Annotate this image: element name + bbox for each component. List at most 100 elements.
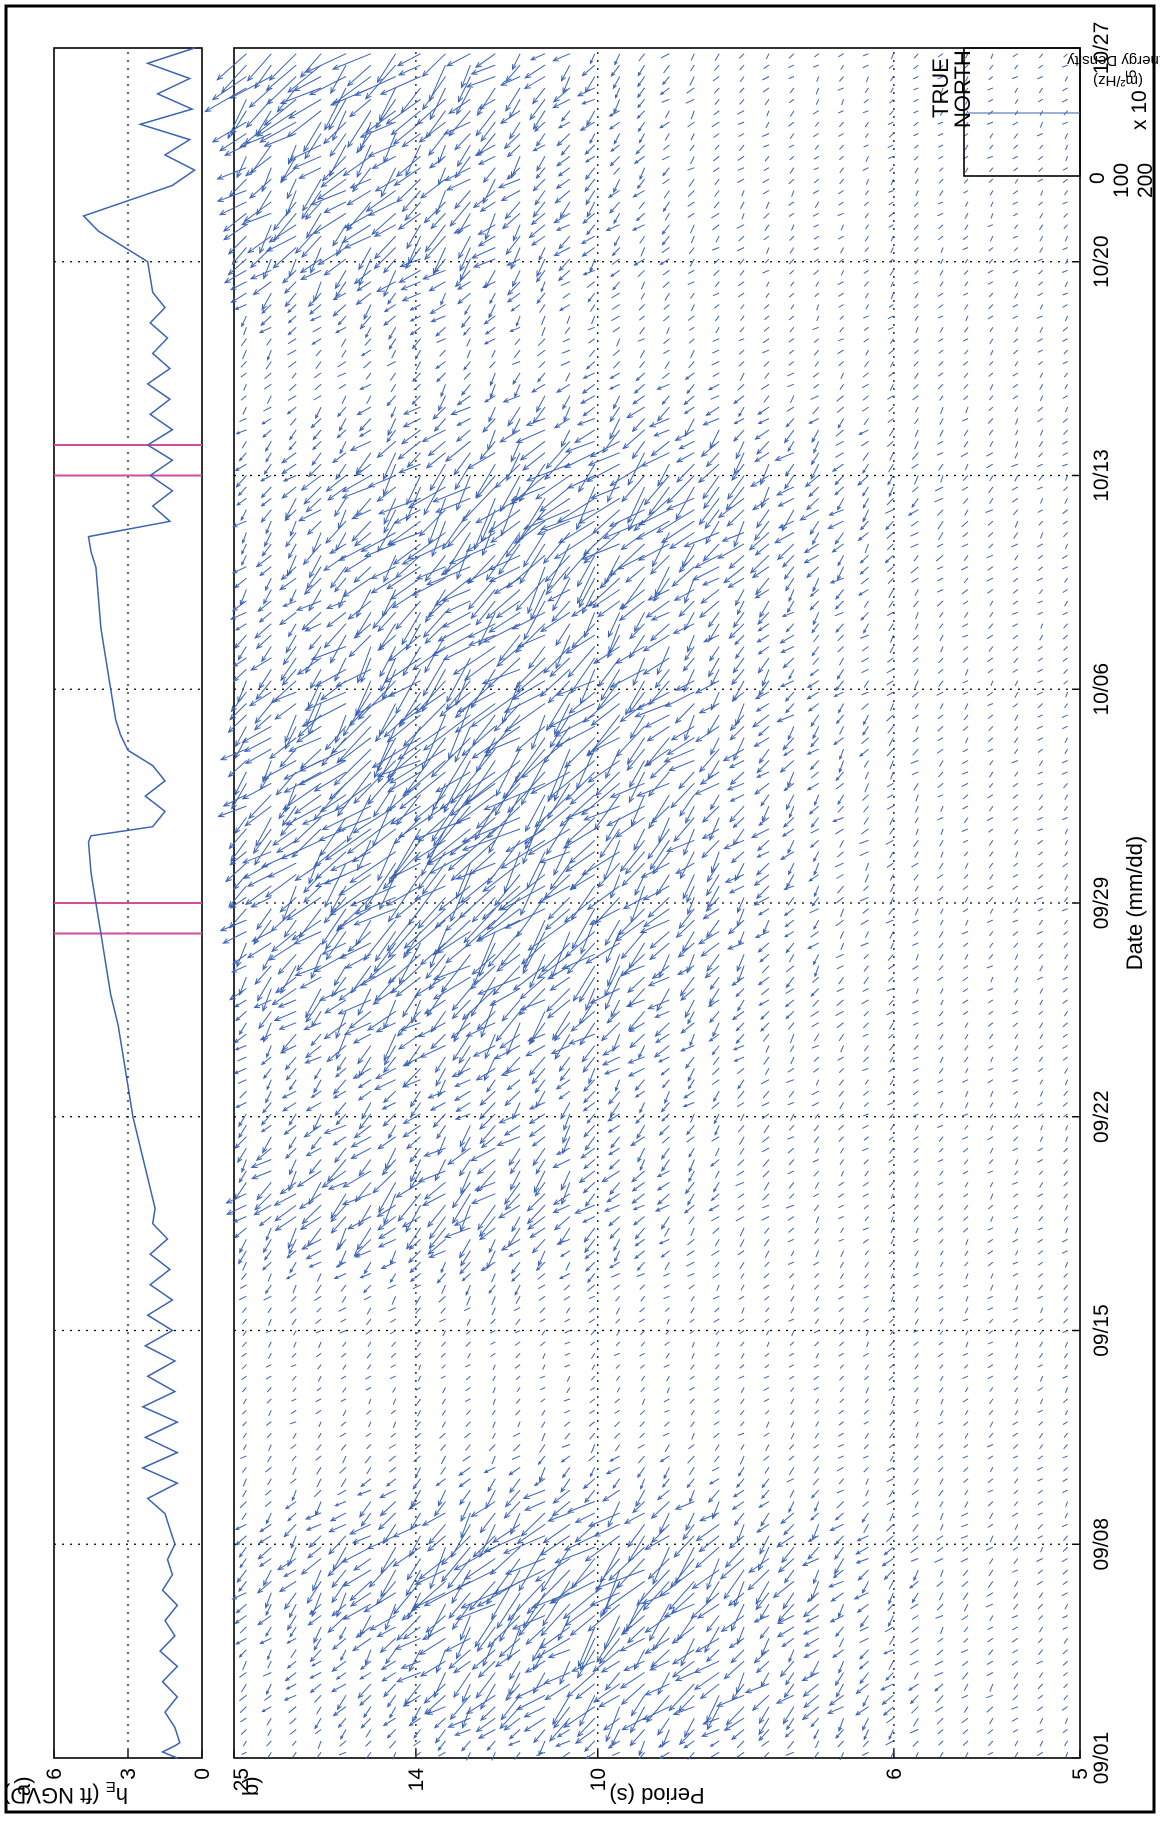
wave-energy-arrow	[282, 487, 296, 498]
wave-energy-arrow	[248, 54, 272, 81]
wave-energy-arrow	[281, 1182, 297, 1194]
wave-energy-arrow	[514, 350, 520, 358]
wave-energy-arrowhead	[434, 994, 440, 999]
wave-energy-arrow	[367, 1445, 371, 1449]
wave-energy-arrow	[283, 1103, 296, 1111]
wave-energy-arrow	[489, 1239, 495, 1252]
wave-energy-arrow	[609, 1091, 620, 1104]
wave-energy-arrow	[238, 1148, 247, 1162]
wave-energy-arrow	[291, 1410, 296, 1413]
wave-energy-arrow	[620, 1638, 644, 1651]
wave-energy-arrow	[269, 1445, 272, 1451]
wave-energy-arrow	[407, 487, 421, 521]
wave-energy-arrow	[636, 1490, 645, 1506]
wave-energy-arrow	[391, 1365, 396, 1368]
wave-energy-arrow	[555, 1217, 570, 1230]
wave-energy-arrow	[474, 259, 495, 267]
wave-energy-arrow	[436, 1730, 446, 1743]
wave-energy-arrow	[399, 806, 446, 837]
wave-energy-arrow	[243, 783, 271, 798]
panel-b-axes-box	[234, 48, 1080, 1758]
wave-energy-arrow	[423, 77, 446, 110]
wave-energy-arrow	[224, 225, 246, 240]
wave-energy-arrow	[292, 1456, 296, 1461]
wave-energy-arrow	[500, 635, 521, 661]
wave-energy-arrow	[638, 99, 645, 107]
wave-energy-arrow	[632, 1171, 645, 1182]
wave-energy-arrow	[389, 1445, 396, 1449]
wave-energy-arrow	[291, 1296, 296, 1301]
wave-energy-arrow	[557, 134, 570, 146]
wave-energy-arrow	[343, 1456, 346, 1463]
wave-energy-arrow	[365, 1456, 371, 1463]
wave-energy-arrow	[437, 373, 446, 382]
wave-energy-arrow	[269, 1319, 272, 1326]
wave-energy-arrow	[337, 430, 346, 438]
wave-energy-arrow	[499, 179, 520, 188]
wave-energy-arrow	[245, 122, 271, 143]
panel-a-ylabel-sub: E	[106, 1778, 116, 1795]
wave-energy-arrow	[611, 1000, 620, 1017]
wave-energy-arrow	[532, 1068, 545, 1083]
wave-energy-arrowhead	[373, 763, 379, 768]
wave-energy-arrow	[432, 635, 470, 656]
wave-energy-arrow	[413, 1285, 421, 1289]
wave-energy-arrowhead	[610, 481, 616, 486]
wave-energy-arrow	[644, 1581, 670, 1610]
wave-energy-arrow	[663, 316, 669, 321]
wave-energy-arrow	[608, 635, 620, 657]
wave-energy-arrow	[583, 590, 595, 614]
wave-energy-arrow	[508, 1080, 521, 1090]
wave-energy-arrow	[343, 1365, 346, 1370]
wave-energy-arrow	[343, 1342, 347, 1347]
wave-energy-arrow	[553, 1160, 570, 1168]
wave-energy-arrow	[608, 612, 619, 637]
wave-energy-arrow	[442, 1422, 445, 1428]
wave-energy-arrow	[665, 1308, 669, 1312]
wave-energy-arrow	[355, 77, 396, 96]
wave-energy-arrow	[412, 396, 420, 404]
wave-energy-arrow	[606, 1673, 620, 1690]
wave-energy-arrowhead	[407, 1574, 412, 1580]
wave-energy-arrow	[511, 1513, 520, 1534]
wave-energy-arrow	[513, 270, 521, 286]
wave-energy-arrow	[634, 191, 645, 197]
wave-energy-arrow	[592, 738, 620, 752]
wave-energy-arrow	[258, 977, 272, 1001]
wave-energy-arrow	[393, 1399, 396, 1405]
wave-energy-arrow	[465, 1433, 471, 1438]
wave-energy-arrow	[493, 1376, 496, 1381]
wave-energy-arrow	[314, 1080, 321, 1093]
wave-energy-arrow	[444, 647, 471, 660]
wave-energy-arrow	[369, 1399, 371, 1404]
wave-energy-arrow	[500, 1114, 521, 1123]
wave-energy-arrow	[387, 1479, 396, 1486]
wave-energy-arrow	[270, 225, 297, 242]
wave-energy-arrow	[492, 1274, 496, 1283]
wave-energy-arrow	[588, 327, 595, 330]
wave-energy-arrow	[425, 1148, 446, 1156]
wave-energy-arrow	[467, 350, 470, 358]
wave-energy-arrow	[359, 1160, 371, 1176]
wave-energy-arrowhead	[477, 1075, 483, 1080]
wave-energy-arrow	[336, 533, 346, 551]
wave-energy-arrow	[534, 1730, 545, 1743]
wave-energy-arrow	[335, 658, 346, 681]
wave-energy-arrow	[280, 1581, 296, 1591]
wave-energy-arrow	[636, 1239, 645, 1245]
wave-energy-arrow	[366, 1388, 371, 1391]
wave-energy-arrow	[316, 1456, 322, 1461]
wave-energy-arrow	[429, 783, 446, 820]
wave-energy-arrow	[402, 430, 421, 444]
wave-energy-arrow	[463, 1684, 471, 1702]
wave-energy-arrow	[409, 1650, 420, 1671]
wave-energy-arrow	[360, 1616, 371, 1636]
wave-energy-arrow	[540, 1627, 570, 1648]
wave-energy-arrow	[339, 419, 346, 431]
wave-energy-arrow	[512, 1274, 520, 1282]
wave-energy-arrow	[537, 350, 545, 356]
wave-energy-arrow	[479, 943, 495, 976]
wave-energy-arrow	[501, 943, 520, 966]
wave-energy-arrow	[356, 920, 371, 945]
wave-energy-arrow	[236, 1536, 246, 1545]
